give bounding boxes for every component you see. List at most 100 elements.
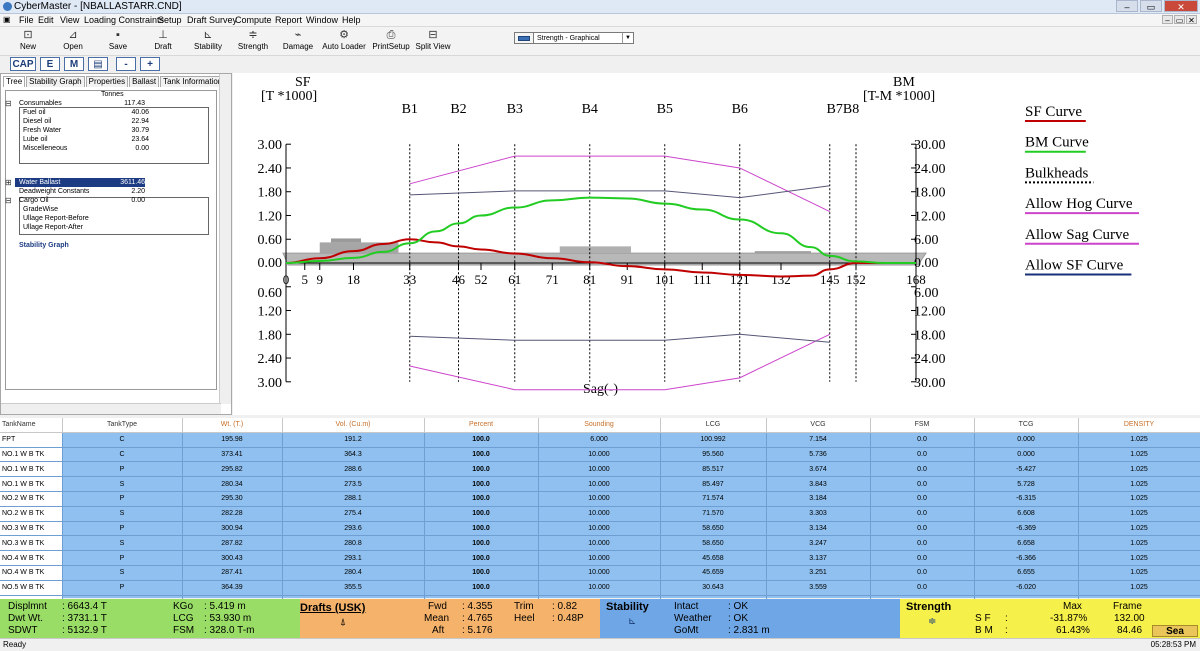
table-cell[interactable]: 10.000 bbox=[538, 506, 661, 522]
tab-stability-graph[interactable]: Stability Graph bbox=[26, 76, 85, 87]
save-button[interactable]: ▪ Save bbox=[96, 29, 140, 52]
table-cell[interactable]: 100.0 bbox=[424, 447, 539, 463]
table-cell[interactable]: 3.184 bbox=[766, 491, 871, 507]
table-row[interactable]: FPT C 195.98 191.2 100.0 6.000 100.992 7.154 0.0… bbox=[0, 432, 1200, 448]
table-cell[interactable]: 85.497 bbox=[660, 476, 767, 492]
table-cell[interactable]: 287.82 bbox=[182, 535, 283, 552]
table-cell[interactable]: 58.650 bbox=[660, 535, 767, 552]
cap-mode-button[interactable]: CAP bbox=[10, 57, 36, 71]
table-cell[interactable]: P bbox=[62, 491, 183, 507]
table-cell[interactable]: 10.000 bbox=[538, 491, 661, 507]
table-cell[interactable]: -6.369 bbox=[974, 521, 1079, 537]
table-mode-button[interactable]: ▤ bbox=[88, 57, 108, 71]
table-cell[interactable]: 1.025 bbox=[1078, 447, 1200, 463]
table-cell[interactable]: 100.0 bbox=[424, 550, 539, 566]
table-cell[interactable]: P bbox=[62, 550, 183, 566]
table-cell[interactable]: 293.6 bbox=[282, 521, 425, 537]
table-cell[interactable]: S bbox=[62, 565, 183, 581]
tree-toggle-icon[interactable]: ⊟ bbox=[5, 196, 12, 205]
table-cell[interactable]: 3.674 bbox=[766, 461, 871, 478]
table-cell[interactable]: NO.2 W B TK bbox=[0, 491, 63, 507]
table-cell[interactable]: 7.154 bbox=[766, 432, 871, 448]
mdi-restore-button[interactable]: ▭ bbox=[1174, 15, 1185, 25]
tree-node[interactable]: Deadweight Constants 2.20 bbox=[15, 187, 145, 196]
table-cell[interactable]: S bbox=[62, 506, 183, 522]
tree-node[interactable]: Lube oil 23.64 bbox=[19, 135, 149, 144]
split-view-button[interactable]: ⊟ Split View bbox=[411, 29, 455, 52]
table-row[interactable]: NO.1 W B TK S 280.34 273.5 100.0 10.000 85.497… bbox=[0, 476, 1200, 492]
table-cell[interactable]: NO.1 W B TK bbox=[0, 447, 63, 463]
table-cell[interactable]: 1.025 bbox=[1078, 580, 1200, 596]
table-cell[interactable]: 100.0 bbox=[424, 535, 539, 552]
table-cell[interactable]: 0.0 bbox=[870, 476, 975, 492]
table-cell[interactable]: 0.0 bbox=[870, 565, 975, 581]
zoom-out-button[interactable]: - bbox=[116, 57, 136, 71]
table-row[interactable]: NO.3 W B TK P 300.94 293.6 100.0 10.000 58.650… bbox=[0, 521, 1200, 537]
table-cell[interactable]: 293.1 bbox=[282, 550, 425, 566]
tab-ballast[interactable]: Ballast bbox=[129, 76, 160, 87]
column-header[interactable]: TCG bbox=[974, 418, 1079, 433]
m-mode-button[interactable]: M bbox=[64, 57, 84, 71]
column-header[interactable]: LCG bbox=[660, 418, 767, 433]
e-mode-button[interactable]: E bbox=[40, 57, 60, 71]
table-cell[interactable]: NO.3 W B TK bbox=[0, 521, 63, 537]
stability-button[interactable]: ⊾ Stability bbox=[186, 29, 230, 52]
table-cell[interactable]: 364.3 bbox=[282, 447, 425, 463]
table-cell[interactable]: 3.134 bbox=[766, 521, 871, 537]
table-row[interactable]: NO.4 W B TK S 287.41 280.4 100.0 10.000 45.659… bbox=[0, 565, 1200, 581]
column-header[interactable]: TankName bbox=[0, 418, 63, 433]
menu-setup[interactable]: Setup bbox=[158, 15, 182, 25]
damage-button[interactable]: ⌁ Damage bbox=[276, 29, 320, 52]
table-cell[interactable]: 10.000 bbox=[538, 447, 661, 463]
table-cell[interactable]: 0.0 bbox=[870, 461, 975, 478]
menu-window[interactable]: Window bbox=[306, 15, 339, 25]
column-header[interactable]: Vol. (Cu.m) bbox=[282, 418, 425, 433]
table-cell[interactable]: 3.559 bbox=[766, 580, 871, 596]
tree-node[interactable]: Fresh Water 30.79 bbox=[19, 126, 149, 135]
tab-tree[interactable]: Tree bbox=[3, 76, 26, 87]
table-cell[interactable]: 1.025 bbox=[1078, 565, 1200, 581]
table-cell[interactable]: 3.251 bbox=[766, 565, 871, 581]
table-cell[interactable]: 0.0 bbox=[870, 580, 975, 596]
table-cell[interactable]: 3.303 bbox=[766, 506, 871, 522]
table-cell[interactable]: 0.0 bbox=[870, 550, 975, 566]
table-row[interactable]: NO.3 W B TK S 287.82 280.8 100.0 10.000 58.650… bbox=[0, 535, 1200, 552]
table-cell[interactable]: 295.82 bbox=[182, 461, 283, 478]
strength-button[interactable]: ≑ Strength bbox=[231, 29, 275, 52]
table-cell[interactable]: 1.025 bbox=[1078, 535, 1200, 552]
table-cell[interactable]: 1.025 bbox=[1078, 506, 1200, 522]
table-cell[interactable]: 300.94 bbox=[182, 521, 283, 537]
table-cell[interactable]: 30.643 bbox=[660, 580, 767, 596]
table-cell[interactable]: 100.992 bbox=[660, 432, 767, 448]
table-cell[interactable]: 100.0 bbox=[424, 565, 539, 581]
tree-node[interactable]: GradeWise bbox=[19, 205, 149, 214]
drafts-title[interactable]: Drafts (USK) bbox=[300, 602, 366, 614]
table-cell[interactable]: 300.43 bbox=[182, 550, 283, 566]
table-cell[interactable]: 71.574 bbox=[660, 491, 767, 507]
table-cell[interactable]: 6.000 bbox=[538, 432, 661, 448]
table-cell[interactable]: 0.0 bbox=[870, 535, 975, 552]
table-cell[interactable]: 288.6 bbox=[282, 461, 425, 478]
column-header[interactable]: Wt. (T.) bbox=[182, 418, 283, 433]
table-cell[interactable]: 191.2 bbox=[282, 432, 425, 448]
open-button[interactable]: ⊿ Open bbox=[51, 29, 95, 52]
doc-icon[interactable]: ▣ bbox=[3, 15, 11, 24]
table-cell[interactable]: S bbox=[62, 535, 183, 552]
table-row[interactable]: NO.2 W B TK S 282.28 275.4 100.0 10.000 71.570… bbox=[0, 506, 1200, 522]
tab-properties[interactable]: Properties bbox=[85, 76, 129, 87]
table-row[interactable]: NO.5 W B TK P 364.39 355.5 100.0 10.000 30.643… bbox=[0, 580, 1200, 596]
table-cell[interactable]: NO.1 W B TK bbox=[0, 461, 63, 478]
column-header[interactable]: TankType bbox=[62, 418, 183, 433]
table-cell[interactable]: NO.5 W B TK bbox=[0, 580, 63, 596]
table-cell[interactable]: 1.025 bbox=[1078, 491, 1200, 507]
table-cell[interactable]: 6.658 bbox=[974, 535, 1079, 552]
minimize-button[interactable]: – bbox=[1116, 0, 1138, 12]
menu-help[interactable]: Help bbox=[342, 15, 361, 25]
draft-button[interactable]: ⊥ Draft bbox=[141, 29, 185, 52]
table-cell[interactable]: C bbox=[62, 432, 183, 448]
table-cell[interactable]: NO.4 W B TK bbox=[0, 550, 63, 566]
table-cell[interactable]: 3.247 bbox=[766, 535, 871, 552]
table-cell[interactable]: 45.658 bbox=[660, 550, 767, 566]
auto-loader-button[interactable]: ⚙ Auto Loader bbox=[322, 29, 366, 51]
table-cell[interactable]: 287.41 bbox=[182, 565, 283, 581]
